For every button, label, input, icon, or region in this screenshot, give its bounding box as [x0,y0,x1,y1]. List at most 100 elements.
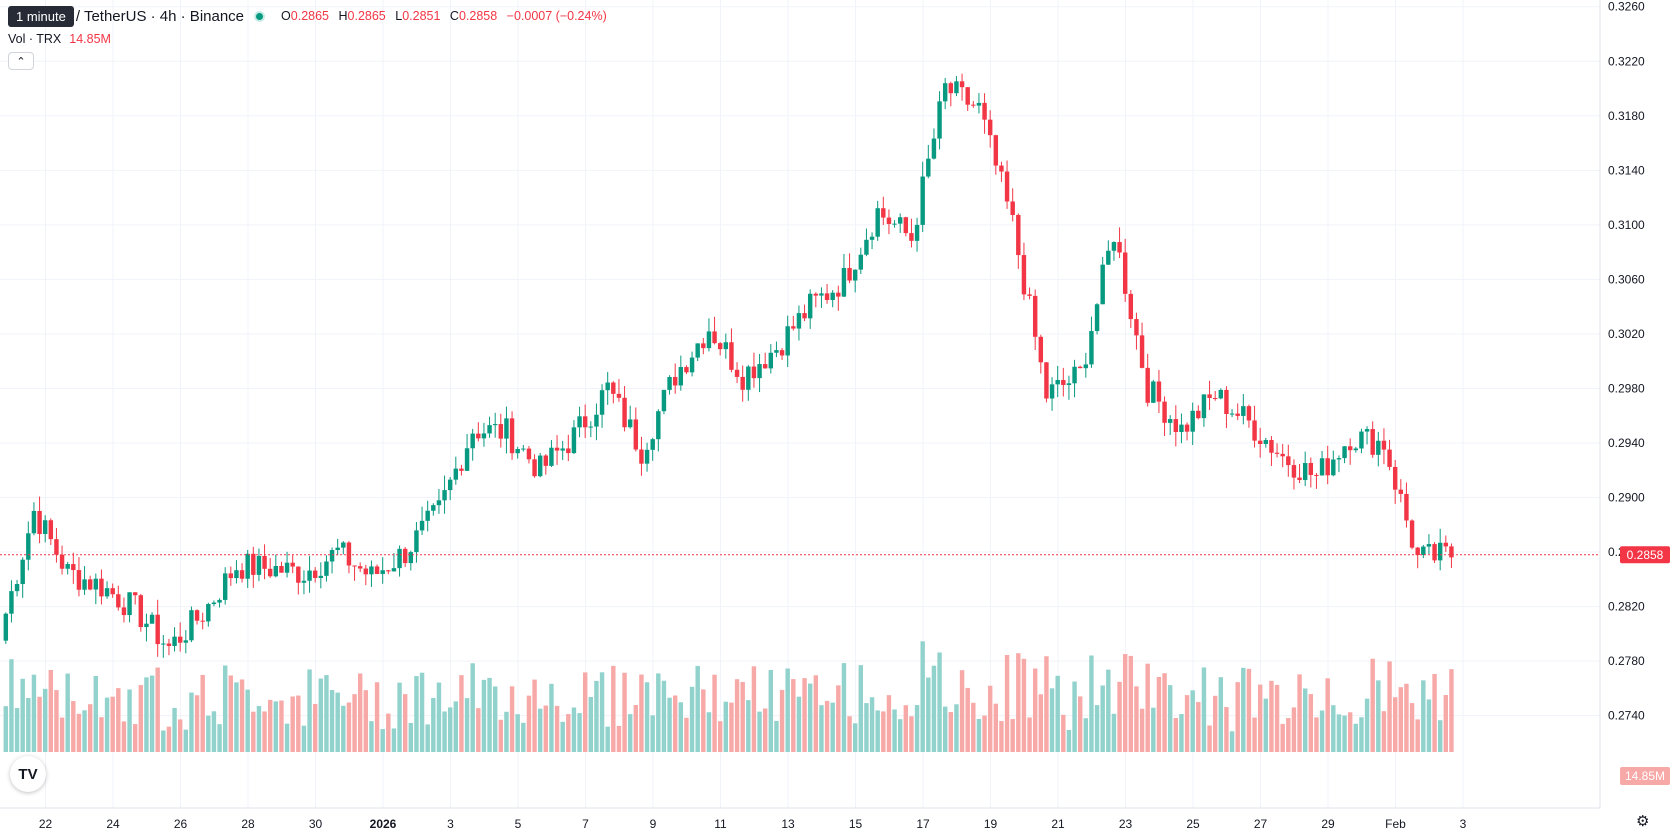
volume-bar [324,675,329,752]
candle-body [1331,459,1336,476]
candle-body [515,449,520,454]
volume-bar [802,678,807,752]
candle-body [369,566,374,575]
volume-bar [442,711,447,752]
volume-bar [121,721,127,752]
symbol-title[interactable]: / TetherUS · 4h · Binance [75,7,245,25]
volume-bar [256,706,262,752]
candle-body [194,610,200,621]
candle-body [419,520,425,531]
volume-bar [239,679,245,752]
collapse-legend-button[interactable]: ⌃ [8,52,34,70]
volume-bar [132,724,138,752]
candle-body [1145,367,1150,403]
volume-bar [1106,669,1111,752]
volume-bar [346,702,352,752]
close-value: 0.2858 [458,9,498,23]
volume-bar [993,703,999,752]
change-value: −0.0007 (−0.24%) [506,9,607,23]
time-tick-label: 24 [106,817,120,831]
volume-bar [1218,677,1224,752]
volume-bar [1319,710,1325,752]
volume-bar [273,701,279,752]
candle-body [937,101,942,139]
volume-bar [1196,702,1201,752]
price-axis: 0.3260 0.3220 0.3180 0.3140 0.3100 0.3060 0.30… [1608,0,1645,723]
candle-body [363,568,369,575]
time-tick-label: 26 [174,817,188,831]
volume-bar [296,695,301,752]
candle-body [1347,446,1353,451]
time-tick-label: 19 [984,817,998,831]
candle-body [1269,440,1274,453]
candle-body [166,643,172,646]
candle-body [633,419,639,450]
volume-bar [1027,717,1032,752]
candle-body [1212,397,1218,399]
volume-bar [200,674,205,752]
candle-body [650,439,655,450]
volume-bar [99,717,104,752]
candle-body [436,500,442,506]
volume-bar [740,681,745,752]
candle-body [453,468,459,480]
price-tick-label: 0.2900 [1608,491,1645,505]
volume-bar [712,674,717,752]
volume-bar [1083,718,1089,752]
candle-body [87,579,93,590]
volume-bar [1426,699,1432,752]
candle-body [324,561,329,576]
candle-body [200,620,205,622]
volume-bar [48,669,54,752]
volume-bar [1145,663,1150,752]
time-tick-label: 2026 [370,817,397,831]
volume-bar [267,699,273,752]
volume-bar [425,724,430,752]
price-tick-label: 0.3020 [1608,327,1645,341]
volume-bar [897,719,903,752]
candle-body [425,510,430,521]
candle-body [48,520,54,540]
time-tick-label: 28 [241,817,255,831]
volume-bar [1207,725,1212,752]
volume-bar [144,677,149,752]
volume-bar [335,692,340,752]
candle-body [217,599,222,603]
candle-body [279,565,284,573]
volume-bar [65,673,70,752]
candle-body [76,570,82,590]
candle-body [892,223,897,225]
volume-bar [177,719,183,752]
market-status-icon [254,10,266,22]
candle-body [661,389,667,412]
volume-bar [914,705,920,752]
volume-bar [245,689,250,752]
volume-bar [521,722,526,752]
volume-bar [1134,686,1139,752]
volume-bar [1122,654,1128,752]
candle-body [380,570,385,574]
candle-body [1196,410,1201,419]
candle-body [99,578,104,597]
volume-bar [1252,717,1257,752]
volume-bar [1432,673,1437,752]
tradingview-logo[interactable]: TV [10,756,46,792]
candle-body [408,552,414,564]
candle-body [498,424,504,439]
candle-body [566,448,571,454]
volume-bar [20,678,25,752]
candle-body [222,573,228,600]
candle-body [414,530,419,553]
candle-body [1111,242,1117,251]
volume-bar [1111,713,1117,752]
volume-legend[interactable]: Vol · TRX 14.85M [8,32,111,46]
gear-icon[interactable]: ⚙ [1636,813,1650,830]
candle-body [1139,335,1145,368]
volume-bar [948,712,954,752]
volume-bar [549,683,554,752]
volume-bar [1094,705,1100,752]
candle-body [605,382,610,391]
candle-body [931,138,937,159]
volume-bar [14,708,20,752]
